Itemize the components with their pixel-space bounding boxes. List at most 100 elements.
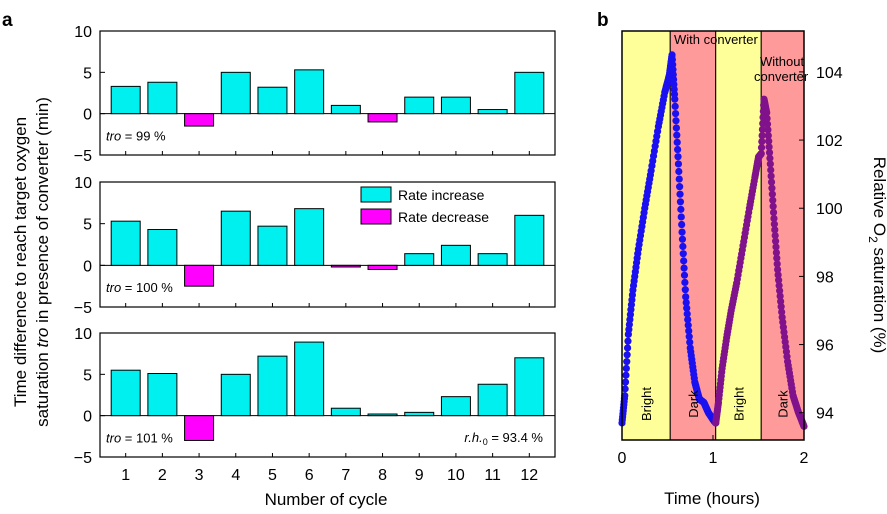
- panel-a-xlabel: Number of cycle: [265, 490, 388, 509]
- point-without-converter: [766, 154, 774, 162]
- point-with-converter: [680, 271, 689, 279]
- legend-swatch-decrease: [360, 208, 392, 225]
- bar-a-bottom-cycle-4: [220, 373, 251, 417]
- point-with-converter: [672, 124, 680, 132]
- point-without-converter: [770, 220, 778, 228]
- y-tick-label-b: 102: [816, 133, 843, 150]
- bar-a-bottom-cycle-3: [184, 415, 215, 441]
- point-without-converter: [764, 126, 772, 134]
- point-without-converter: [757, 150, 765, 158]
- x-tick-label-cycle-11: 11: [484, 467, 501, 484]
- subplot-a-middle: −5 0 5 10 tro = 100 %: [74, 175, 556, 317]
- bar-a-middle-cycle-6: [294, 208, 325, 266]
- x-tick-label-cycle-12: 12: [520, 467, 538, 484]
- point-with-converter: [673, 138, 681, 146]
- point-with-converter: [678, 220, 686, 229]
- point-without-converter: [763, 114, 771, 123]
- tro-label-italic-a-middle: tro: [106, 280, 121, 295]
- y-tick-label-a-middle: −5: [74, 300, 92, 317]
- tro-label-value-a-top: = 99 %: [121, 128, 166, 143]
- point-without-converter: [775, 281, 783, 290]
- point-without-converter: [771, 231, 779, 240]
- point-without-converter: [767, 178, 776, 186]
- point-with-converter: [685, 333, 693, 341]
- point-with-converter: [680, 264, 688, 272]
- y-tick-label-a-middle: 0: [83, 258, 92, 275]
- axes-frame-a-middle: [99, 181, 556, 308]
- bar-a-bottom-cycle-8: [367, 413, 398, 417]
- y-tick-label-a-top: 5: [83, 65, 92, 82]
- point-with-converter: [674, 160, 683, 168]
- subplot-a-top: −5 0 5 10 tro = 99 %: [74, 24, 556, 165]
- bar-a-top-cycle-12: [514, 71, 545, 115]
- bar-a-top-cycle-11: [477, 109, 508, 115]
- bar-a-top-cycle-2: [147, 81, 178, 115]
- point-with-converter: [623, 344, 632, 352]
- axes-frame-a-top: [99, 30, 556, 156]
- panel-a-ylabel-line1: Time difference to reach target oxygen: [11, 117, 30, 407]
- point-with-converter: [676, 190, 684, 198]
- y-tick-label-a-middle: 5: [83, 217, 92, 234]
- point-without-converter: [758, 137, 766, 146]
- point-with-converter: [624, 337, 632, 345]
- point-without-converter: [758, 125, 767, 134]
- phase-label-3: Bright: [731, 387, 746, 421]
- point-with-converter: [679, 250, 687, 258]
- rh-label-sub: 0: [483, 437, 488, 447]
- point-with-converter: [684, 321, 692, 329]
- x-tick-label-b: 2: [800, 450, 809, 467]
- series-without-converter: [712, 95, 808, 430]
- point-with-converter: [678, 235, 687, 243]
- x-tick-label-cycle-7: 7: [341, 467, 350, 484]
- bar-a-top-cycle-9: [404, 96, 435, 115]
- bar-a-top-cycle-3: [184, 113, 215, 127]
- x-tick-label-b: 0: [618, 450, 627, 467]
- point-without-converter: [774, 265, 782, 274]
- point-with-converter: [678, 228, 686, 236]
- phase-label-2: Dark: [686, 390, 701, 418]
- legend-label-increase: Rate increase: [398, 187, 485, 203]
- point-without-converter: [777, 297, 785, 305]
- bar-a-middle-cycle-12: [514, 214, 545, 266]
- x-tick-label-cycle-10: 10: [447, 467, 465, 484]
- point-with-converter: [686, 338, 694, 346]
- bar-a-top-cycle-4: [220, 71, 251, 115]
- tro-label-a-bottom: tro = 101 %: [106, 430, 173, 445]
- point-with-converter: [622, 371, 630, 379]
- point-with-converter: [621, 378, 630, 386]
- point-with-converter: [621, 385, 629, 393]
- x-tick-label-cycle-2: 2: [158, 467, 167, 484]
- point-without-converter: [765, 137, 773, 145]
- point-without-converter: [774, 271, 782, 279]
- legend: Rate increase Rate decrease: [360, 186, 489, 225]
- point-without-converter: [777, 303, 785, 311]
- point-with-converter: [675, 167, 683, 176]
- point-with-converter: [685, 327, 693, 335]
- x-tick-label-cycle-3: 3: [195, 467, 204, 484]
- y-tick-label-b: 94: [816, 406, 834, 423]
- point-without-converter: [769, 196, 777, 204]
- point-without-converter: [757, 144, 766, 152]
- tro-label-a-middle: tro = 100 %: [106, 280, 173, 295]
- y-tick-label-a-bottom: 10: [74, 326, 92, 343]
- point-without-converter: [765, 143, 773, 151]
- bar-a-top-cycle-7: [330, 104, 361, 115]
- bar-a-bottom-cycle-11: [477, 383, 508, 417]
- point-with-converter: [676, 183, 684, 191]
- y-tick-label-b: 104: [816, 65, 843, 82]
- point-with-converter: [674, 145, 682, 154]
- point-without-converter: [765, 148, 774, 157]
- bar-a-middle-cycle-8: [367, 264, 398, 271]
- point-with-converter: [680, 257, 688, 265]
- point-without-converter: [758, 131, 766, 140]
- point-with-converter: [623, 351, 631, 359]
- panel-b-letter: b: [597, 10, 609, 31]
- tro-label-value-a-bottom: = 101 %: [121, 430, 173, 445]
- phase-label-4: Dark: [776, 390, 791, 418]
- point-with-converter: [682, 293, 690, 301]
- panel-b-ylabel-sub: 2: [866, 236, 880, 243]
- point-without-converter: [767, 172, 775, 180]
- x-tick-label-cycle-1: 1: [121, 467, 130, 484]
- point-without-converter: [772, 248, 780, 257]
- bar-a-middle-cycle-7: [330, 264, 361, 268]
